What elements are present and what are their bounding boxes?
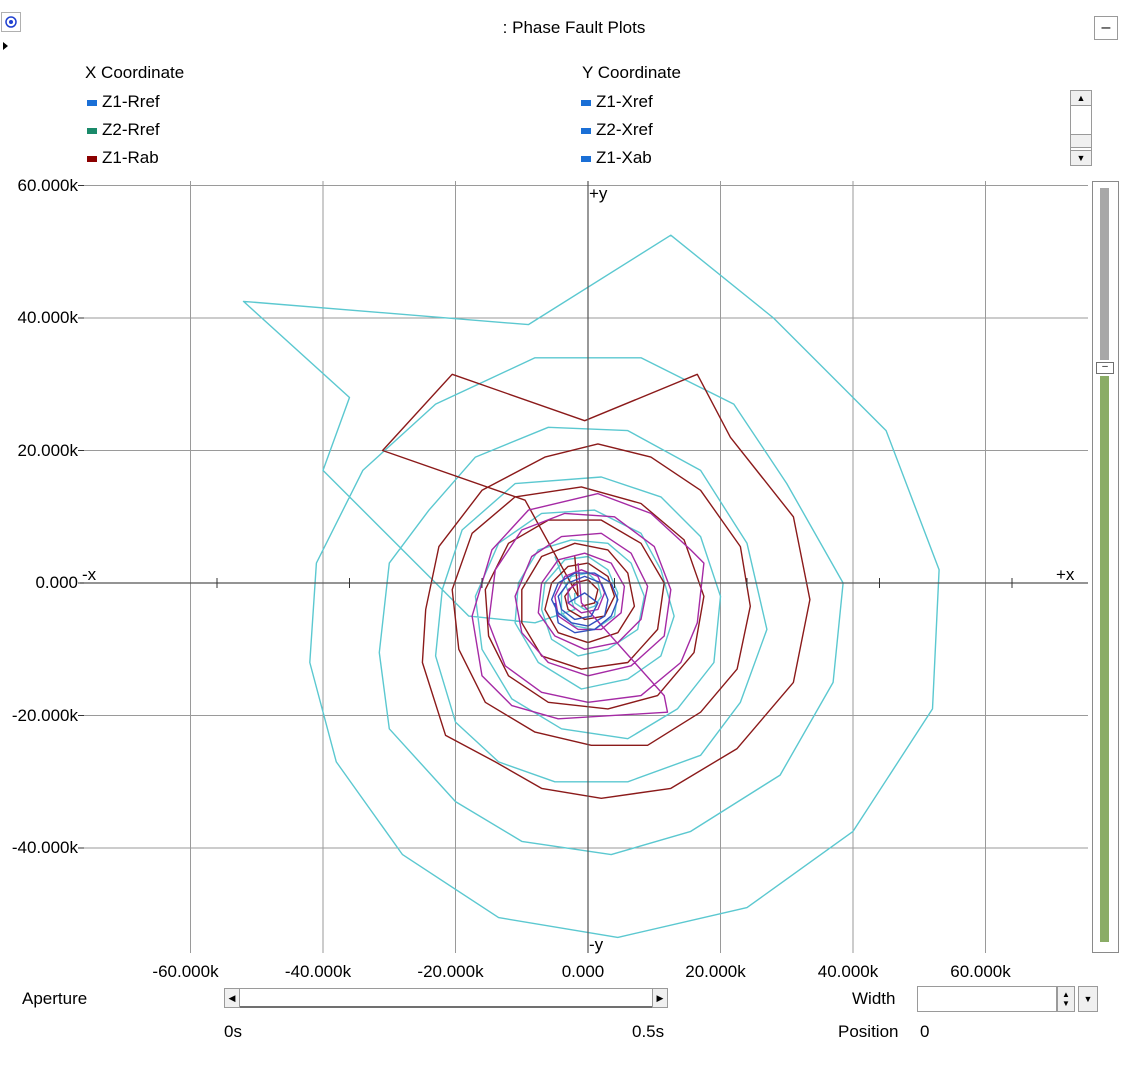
aperture-end-label: 0.5s [632, 1022, 665, 1041]
x-legend-item: Z1-Rref [87, 92, 160, 112]
x-legend-item: Z2-Rref [87, 120, 160, 140]
series-line [381, 373, 811, 799]
y-legend-item: Z1-Xref [581, 92, 653, 112]
width-spin-button[interactable]: ▲ ▼ [1057, 986, 1075, 1012]
x-tick-label: -60.000k [152, 962, 219, 981]
y-neg-label: -y [589, 935, 604, 954]
y-tick-label: -20.000k [11, 705, 78, 725]
aperture-right-button[interactable]: ▶ [652, 988, 668, 1008]
x-legend-label: Z1-Rab [102, 148, 159, 167]
position-label: Position [838, 1022, 899, 1041]
y-tick-label: 40.000k [17, 308, 79, 327]
y-tick-label: -40.000k [11, 838, 78, 857]
y-tick-label: 0.000 [35, 573, 78, 592]
x-legend-item: Z1-Rab [87, 148, 159, 168]
position-value: 0 [920, 1022, 930, 1041]
series-line [471, 492, 705, 720]
y-legend-label: Z2-Xref [596, 120, 653, 139]
y-pos-label: +y [589, 184, 608, 203]
x-legend-swatch [87, 155, 97, 162]
vertical-range-bar[interactable]: – [1092, 181, 1119, 953]
x-legend-label: Z2-Rref [102, 120, 160, 139]
x-tick-label: -20.000k [417, 962, 484, 981]
legend-scroll-up-button[interactable]: ▲ [1070, 90, 1092, 106]
y-legend-item: Z2-Xref [581, 120, 653, 140]
x-tick-label: 20.000k [685, 962, 746, 981]
x-neg-label: -x [82, 565, 97, 584]
legend-scroll-down-button[interactable]: ▼ [1070, 150, 1092, 166]
width-field[interactable] [917, 986, 1057, 1012]
x-legend-swatch [87, 99, 97, 106]
y-legend-swatch [581, 99, 591, 106]
y-tick-label: 60.000k [17, 175, 79, 195]
y-tick-label: 20.000k [17, 440, 79, 460]
minimize-label: – [1101, 19, 1111, 36]
series-line [242, 234, 940, 939]
y-legend-label: Z1-Xab [596, 148, 652, 167]
aperture-slider-track[interactable] [240, 988, 652, 1008]
window-title: : Phase Fault Plots [502, 18, 646, 37]
range-bar-upper [1100, 188, 1109, 360]
x-pos-label: +x [1056, 565, 1075, 584]
expand-arrow-icon[interactable] [3, 42, 8, 50]
phase-plot [78, 181, 1088, 953]
x-tick-label: 60.000k [950, 962, 1011, 981]
y-legend-swatch [581, 155, 591, 162]
window-icon[interactable] [1, 12, 21, 32]
x-tick-label: 0.000 [561, 962, 605, 981]
y-legend-item: Z1-Xab [581, 148, 652, 168]
width-label: Width [852, 989, 896, 1008]
x-tick-label: -40.000k [284, 962, 352, 981]
y-legend-label: Z1-Xref [596, 92, 653, 111]
x-legend-label: Z1-Rref [102, 92, 160, 111]
aperture-slider-fill [240, 1006, 652, 1008]
y-legend-swatch [581, 127, 591, 134]
range-bar-lower [1100, 376, 1109, 942]
x-tick-label: 40.000k [817, 962, 879, 981]
x-coordinate-header: X Coordinate [85, 63, 185, 82]
aperture-start-label: 0s [224, 1022, 242, 1041]
series-line [550, 572, 619, 634]
x-legend-swatch [87, 127, 97, 134]
minimize-button[interactable]: – [1094, 16, 1118, 40]
range-bar-handle[interactable]: – [1096, 362, 1114, 374]
width-dropdown-button[interactable]: ▼ [1078, 986, 1098, 1012]
aperture-label: Aperture [22, 989, 88, 1008]
aperture-left-button[interactable]: ◀ [224, 988, 240, 1008]
legend-scrollbar-thumb[interactable] [1070, 134, 1092, 148]
y-coordinate-header: Y Coordinate [582, 63, 681, 82]
